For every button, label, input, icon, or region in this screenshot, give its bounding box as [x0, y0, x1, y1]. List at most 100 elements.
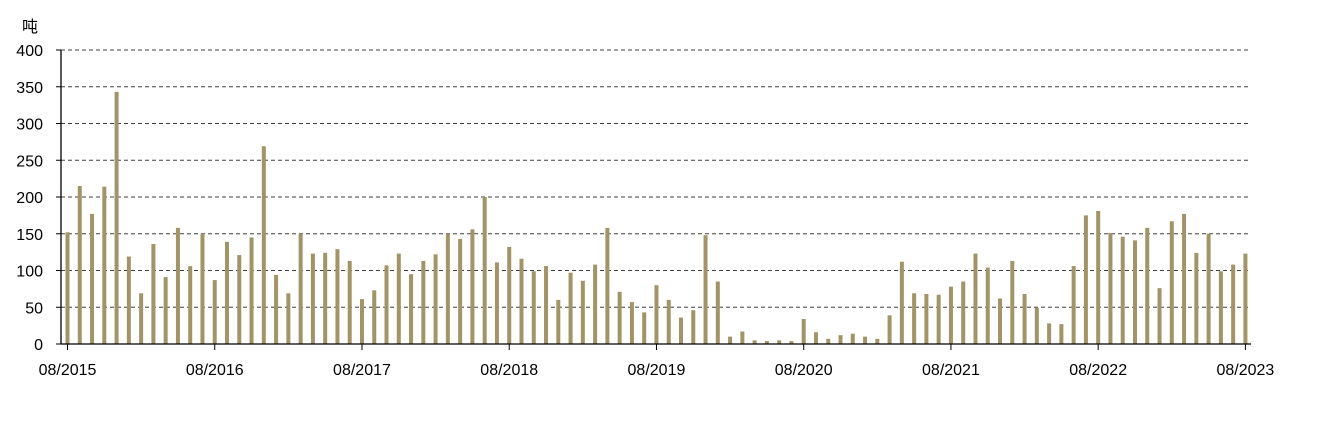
bar-08/2016	[212, 280, 217, 344]
bar-03/2016	[151, 244, 156, 344]
bar-11/2015	[102, 186, 107, 344]
bar-03/2021	[887, 315, 892, 344]
bar-03/2023	[1182, 213, 1187, 344]
bar-04/2018	[458, 238, 463, 344]
bar-09/2022	[1108, 233, 1113, 344]
bar-11/2018	[544, 266, 549, 344]
bar-01/2016	[126, 256, 131, 344]
bar-10/2017	[384, 265, 389, 344]
bar-01/2021	[863, 336, 868, 344]
bar-01/2023	[1157, 288, 1162, 344]
bar-05/2022	[1059, 324, 1064, 344]
bar-04/2020	[752, 340, 757, 344]
bar-02/2016	[139, 293, 144, 344]
bar-03/2017	[298, 233, 303, 344]
bar-03/2018	[445, 233, 450, 344]
bar-03/2022	[1034, 307, 1039, 344]
bar-04/2019	[605, 227, 610, 344]
bar-07/2020	[789, 341, 794, 344]
bar-07/2016	[200, 233, 205, 344]
x-tick-label: 08/2016	[186, 362, 244, 379]
y-tick-label: 100	[16, 264, 43, 281]
bar-10/2022	[1120, 236, 1125, 344]
bar-11/2017	[396, 253, 401, 344]
x-tick-label: 08/2018	[480, 362, 538, 379]
bar-06/2016	[188, 266, 193, 344]
x-tick-label: 08/2020	[775, 362, 833, 379]
x-tick-label: 08/2022	[1069, 362, 1127, 379]
x-tick-label: 08/2017	[333, 362, 391, 379]
bar-01/2020	[715, 281, 720, 344]
bar-06/2019	[629, 302, 634, 344]
bar-12/2022	[1145, 227, 1150, 344]
gridlines	[61, 49, 1251, 308]
bar-10/2016	[237, 255, 242, 344]
bar-02/2022	[1022, 294, 1027, 344]
bar-09/2016	[225, 241, 230, 344]
bar-10/2020	[826, 338, 831, 344]
bar-12/2019	[703, 235, 708, 344]
bar-01/2018	[421, 260, 426, 344]
bar-08/2018	[507, 246, 512, 344]
bar-04/2023	[1194, 252, 1199, 344]
x-tick-label: 08/2021	[922, 362, 980, 379]
bar-07/2023	[1231, 264, 1236, 344]
bar-01/2022	[1010, 260, 1015, 344]
bar-11/2021	[985, 267, 990, 344]
bar-07/2021	[936, 294, 941, 344]
bar-12/2020	[850, 333, 855, 344]
bar-05/2023	[1206, 233, 1211, 344]
bar-06/2017	[335, 249, 340, 344]
bar-09/2019	[666, 299, 671, 344]
bar-04/2017	[310, 253, 315, 344]
bar-11/2020	[838, 335, 843, 344]
bar-10/2021	[973, 253, 978, 344]
bar-09/2018	[519, 258, 524, 344]
bar-08/2019	[654, 285, 659, 344]
y-tick-label: 0	[34, 337, 43, 354]
x-tick-label: 08/2019	[628, 362, 686, 379]
bar-06/2018	[482, 197, 487, 344]
y-tick-label: 350	[16, 80, 43, 97]
bar-06/2021	[924, 294, 929, 344]
bar-02/2017	[286, 293, 291, 344]
bar-11/2022	[1132, 240, 1137, 344]
bar-02/2020	[728, 336, 733, 344]
y-tick-label: 400	[16, 43, 43, 60]
bar-01/2017	[274, 274, 279, 344]
y-tick-label: 250	[16, 153, 43, 170]
y-tick-label: 300	[16, 117, 43, 134]
y-tick-label: 150	[16, 227, 43, 244]
bar-07/2018	[494, 262, 499, 344]
bar-02/2023	[1169, 221, 1174, 344]
bar-07/2019	[642, 312, 647, 344]
bar-05/2016	[175, 227, 180, 344]
bar-08/2015	[65, 232, 70, 344]
bar-09/2017	[372, 290, 377, 344]
bar-11/2019	[691, 310, 696, 344]
bar-05/2018	[470, 229, 475, 344]
bar-02/2018	[433, 254, 438, 344]
bar-09/2015	[77, 185, 82, 344]
bar-09/2021	[961, 281, 966, 344]
x-tick-labels: 08/2015 08/2016 08/2017 08/2018 08/2019 08/20…	[39, 344, 1274, 379]
bar-10/2018	[531, 271, 536, 344]
x-tick-label: 08/2023	[1216, 362, 1274, 379]
bar-12/2016	[261, 146, 266, 344]
bar-10/2019	[679, 317, 683, 344]
bar-01/2019	[568, 272, 573, 344]
y-unit-label: 吨	[22, 17, 38, 36]
bar-12/2017	[409, 274, 414, 344]
y-tick-label: 200	[16, 190, 43, 207]
bar-03/2020	[740, 331, 745, 344]
y-tick-labels: 0 50 100 150 200 250 300 350 400	[16, 43, 61, 354]
bar-10/2015	[90, 213, 95, 344]
bar-12/2015	[114, 91, 119, 344]
bar-03/2019	[593, 264, 598, 344]
bar-07/2017	[347, 260, 352, 344]
bar-06/2020	[777, 340, 782, 344]
bar-12/2021	[998, 298, 1003, 344]
bar-04/2016	[163, 277, 168, 344]
bar-06/2022	[1071, 266, 1076, 344]
bar-08/2021	[948, 286, 953, 344]
